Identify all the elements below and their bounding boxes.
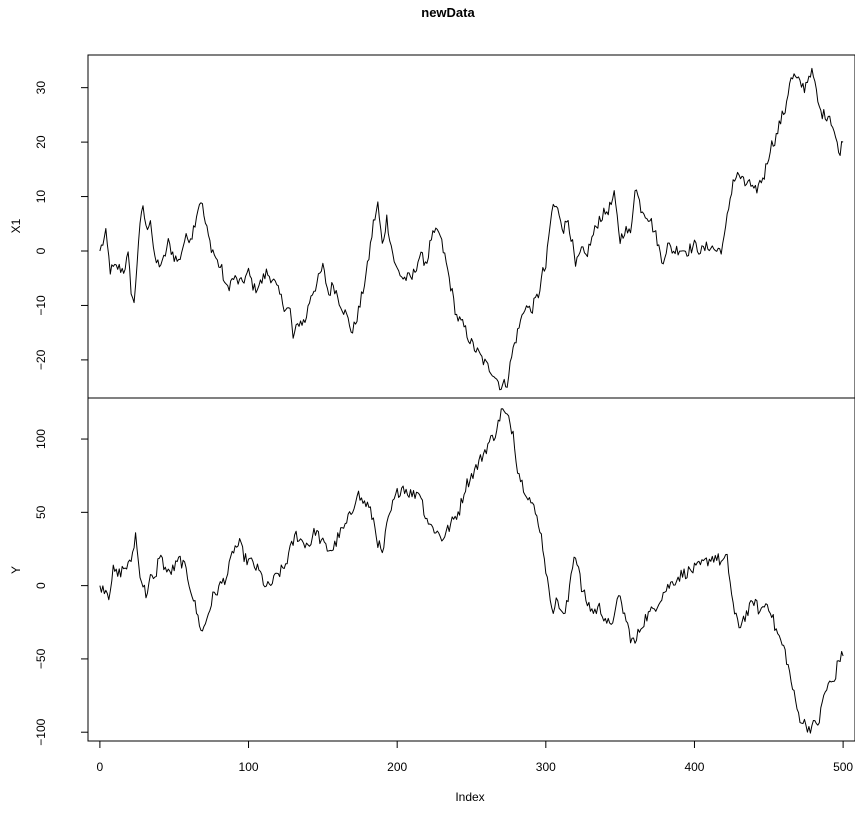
y-tick-label-y-0: −100 [34,718,48,745]
y-tick-label-x1-1: −10 [34,295,48,316]
y-axis-y: −100 −50 0 50 100 [34,429,89,746]
x-tick-label-5: 500 [833,760,853,774]
y-axis-label-y: Y [9,566,23,574]
y-tick-label-x1-2: 0 [34,247,48,254]
panel-x1: −20 −10 0 10 20 30 X1 [9,54,855,399]
x-tick-label-1: 100 [239,760,259,774]
x-axis-label: Index [455,790,484,804]
x-axis: 0 100 200 300 400 500 [97,740,853,774]
y-tick-label-x1-5: 30 [34,81,48,95]
x-tick-label-2: 200 [387,760,407,774]
y-tick-label-y-3: 50 [34,505,48,519]
panel-y: −100 −50 0 50 100 Y [9,397,855,746]
y-tick-label-x1-4: 20 [34,135,48,149]
y-tick-label-y-4: 100 [34,429,48,449]
y-axis-x1: −20 −10 0 10 20 30 [34,81,89,370]
y-tick-label-x1-0: −20 [34,349,48,370]
y-tick-label-y-1: −50 [34,648,48,669]
y-tick-label-y-2: 0 [34,582,48,589]
series-line-y [99,408,844,734]
series-line-x1 [99,67,844,391]
panel-x1-frame [87,54,855,399]
y-tick-label-x1-3: 10 [34,190,48,204]
x-tick-label-4: 400 [684,760,704,774]
panel-y-frame [87,397,855,742]
y-axis-label-x1: X1 [9,218,23,233]
x-tick-label-0: 0 [97,760,104,774]
x-tick-label-3: 300 [536,760,556,774]
chart-title: newData [421,5,475,20]
